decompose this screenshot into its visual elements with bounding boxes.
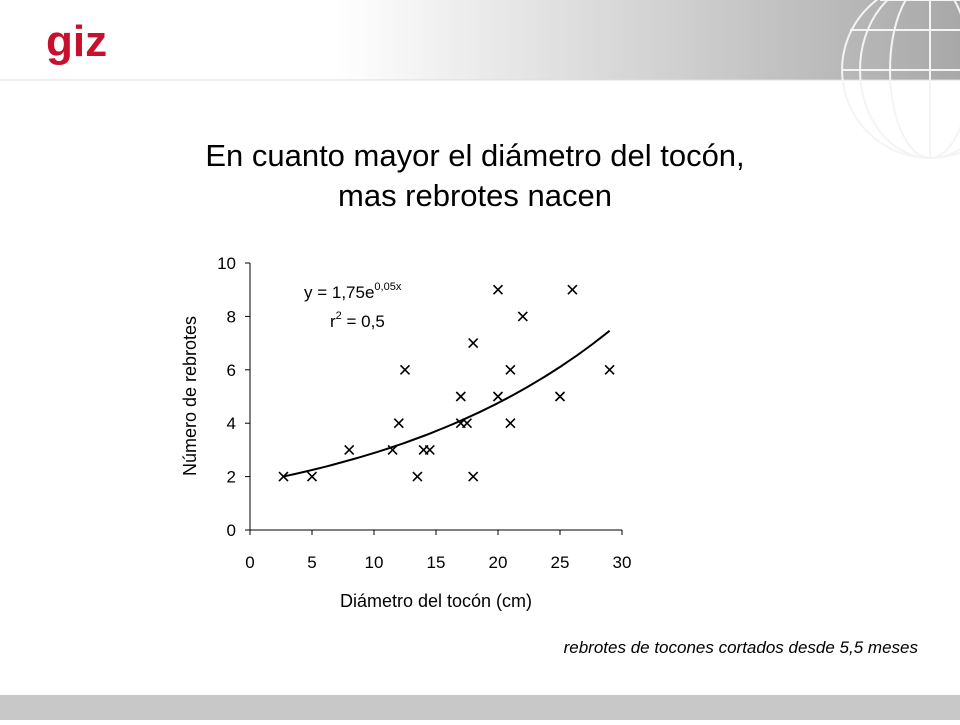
point [461, 418, 473, 429]
point [306, 471, 318, 482]
header-band [0, 0, 960, 80]
point [517, 311, 528, 322]
y-tick-label: 8 [227, 307, 236, 326]
x-tick-label: 0 [245, 553, 254, 572]
y-tick-label: 6 [227, 361, 236, 380]
equation-base: y = 1,75e [304, 283, 374, 302]
point [468, 338, 479, 349]
chart-title: En cuanto mayor el diámetro del tocón, [205, 138, 744, 173]
point [455, 391, 466, 402]
point [399, 364, 411, 375]
r-squared: r2 = 0,5 [330, 310, 385, 331]
point [278, 471, 289, 482]
point [344, 444, 355, 455]
logo: giz [46, 17, 107, 66]
point [412, 471, 423, 482]
y-tick-label: 2 [227, 468, 236, 487]
trendline [283, 330, 611, 478]
point [554, 391, 566, 402]
point [393, 418, 404, 429]
x-tick-label: 20 [489, 553, 508, 572]
r-exponent: 2 [336, 310, 342, 322]
point [505, 418, 516, 429]
point [468, 471, 479, 482]
r-symbol: r [330, 312, 336, 331]
point [505, 364, 516, 375]
r-value: = 0,5 [342, 312, 385, 331]
y-tick-label: 10 [217, 254, 236, 273]
x-axis-label: Diámetro del tocón (cm) [340, 591, 532, 611]
x-tick-label: 15 [427, 553, 446, 572]
equation-exponent: 0,05x [374, 281, 401, 293]
trend-equation: y = 1,75e0,05x [304, 281, 402, 302]
x-tick-label: 10 [365, 553, 384, 572]
caption: rebrotes de tocones cortados desde 5,5 m… [564, 638, 919, 657]
point [387, 444, 398, 455]
x-tick-label: 25 [551, 553, 570, 572]
y-axis-label: Número de rebrotes [180, 316, 200, 476]
point [604, 364, 615, 375]
y-tick-label: 4 [227, 414, 236, 433]
x-tick-label: 5 [307, 553, 316, 572]
chart-title: mas rebrotes nacen [338, 178, 612, 213]
point [424, 444, 435, 455]
point [567, 284, 578, 295]
y-tick-label: 0 [227, 521, 236, 540]
globe [841, 0, 960, 159]
point [492, 284, 504, 295]
footer-band [0, 695, 960, 720]
x-tick-label: 30 [613, 553, 632, 572]
point [492, 391, 504, 402]
